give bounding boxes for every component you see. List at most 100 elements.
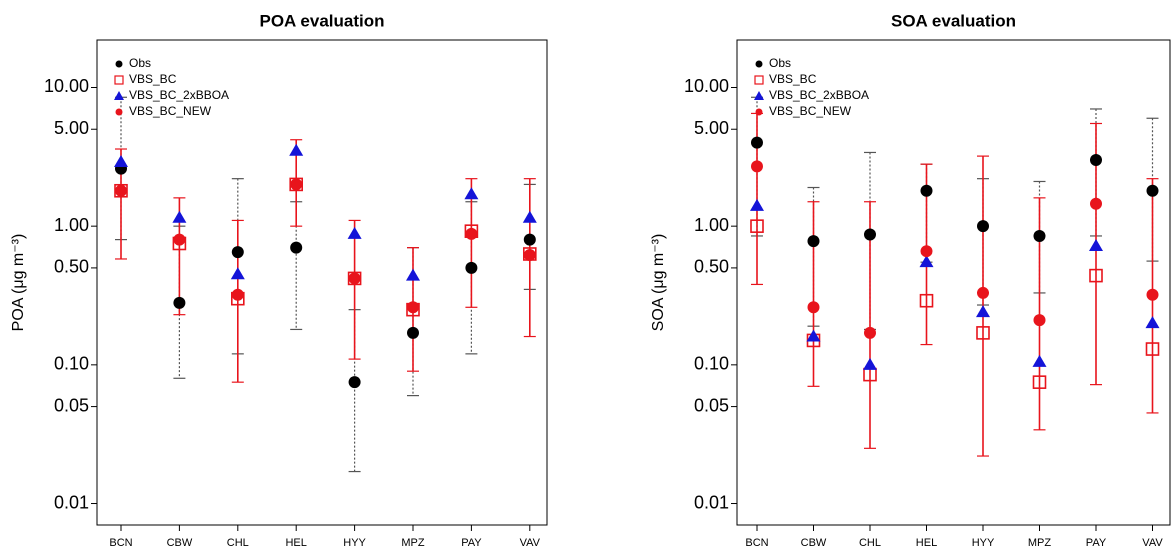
x-tick-label: MPZ: [1028, 537, 1052, 549]
y-tick-label: 0.50: [694, 257, 729, 277]
model-square: [919, 293, 934, 308]
obs-point: [920, 184, 933, 197]
x-tick-label: BCN: [745, 537, 768, 549]
model-triangle: [1089, 238, 1103, 251]
model-point: [523, 248, 536, 261]
model-point: [1033, 314, 1046, 327]
y-tick-label: 0.01: [54, 492, 89, 512]
model-point: [290, 178, 303, 191]
obs-point: [465, 261, 478, 274]
model-triangle: [863, 357, 877, 370]
obs-point: [231, 246, 244, 259]
model-triangle: [1145, 316, 1160, 329]
y-tick-label: 5.00: [694, 118, 729, 138]
y-tick-label: 0.05: [54, 395, 89, 415]
y-tick-label: 10.00: [684, 76, 729, 96]
model-triangle: [750, 198, 764, 211]
obs-point: [751, 136, 763, 149]
y-tick-label: 0.01: [694, 492, 729, 512]
x-tick-label: PAY: [461, 537, 482, 549]
legend-label: VBS_BC_NEW: [129, 104, 212, 118]
model-triangle: [230, 267, 245, 280]
obs-point: [1146, 184, 1159, 197]
model-triangle: [114, 155, 128, 168]
x-tick-label: PAY: [1086, 537, 1107, 549]
y-axis-label: POA (μg m⁻³): [10, 234, 27, 332]
model-point: [348, 272, 361, 285]
model-triangle: [464, 187, 479, 200]
legend-marker: [754, 75, 764, 85]
model-triangle: [289, 143, 304, 156]
legend-marker: [114, 75, 124, 85]
y-axis-label: SOA (μg m⁻³): [650, 234, 667, 332]
model-point: [751, 160, 763, 173]
x-tick-label: HYY: [343, 537, 366, 549]
model-point: [807, 301, 820, 314]
y-tick-label: 1.00: [694, 215, 729, 235]
y-tick-label: 0.10: [54, 354, 89, 374]
legend-label: Obs: [769, 56, 791, 70]
x-tick-label: HYY: [972, 537, 995, 549]
model-triangle: [406, 268, 420, 281]
model-point: [1146, 288, 1159, 301]
legend-label: VBS_BC: [129, 72, 177, 86]
model-triangle: [347, 226, 362, 239]
legend-marker: [754, 91, 764, 100]
model-triangle: [1032, 354, 1047, 367]
model-point: [115, 184, 127, 197]
y-tick-label: 10.00: [44, 76, 89, 96]
model-triangle: [806, 329, 821, 342]
model-triangle: [919, 255, 934, 268]
obs-point: [1033, 229, 1046, 242]
model-triangle: [522, 210, 537, 223]
model-point: [1090, 197, 1102, 210]
model-point: [407, 301, 419, 314]
model-square: [1032, 375, 1047, 389]
model-square: [1145, 342, 1160, 356]
obs-point: [173, 296, 186, 309]
x-tick-label: CHL: [227, 537, 249, 549]
y-tick-label: 5.00: [54, 118, 89, 138]
model-point: [977, 286, 989, 299]
x-tick-label: VAV: [1142, 537, 1163, 549]
model-square: [1089, 268, 1103, 283]
model-square: [750, 219, 764, 233]
obs-point: [348, 376, 361, 389]
x-tick-label: CBW: [801, 537, 827, 549]
obs-point: [290, 241, 303, 254]
legend-marker: [114, 91, 124, 100]
model-point: [173, 233, 186, 246]
legend-marker: [755, 108, 763, 116]
obs-point: [864, 228, 876, 241]
x-tick-label: MPZ: [401, 537, 425, 549]
legend-marker: [755, 60, 763, 68]
legend-marker: [115, 108, 123, 116]
chart-title: POA evaluation: [259, 11, 384, 30]
obs-point: [1090, 153, 1102, 166]
legend-label: VBS_BC_2xBBOA: [129, 88, 229, 102]
obs-point: [977, 220, 989, 233]
y-tick-label: 1.00: [54, 215, 89, 235]
plot-frame: [736, 39, 1171, 526]
model-triangle: [172, 210, 187, 223]
x-tick-label: BCN: [109, 537, 132, 549]
y-tick-label: 0.10: [694, 354, 729, 374]
plot-frame: [96, 39, 548, 526]
x-tick-label: HEL: [916, 537, 937, 549]
legend-label: VBS_BC_NEW: [769, 104, 852, 118]
y-tick-label: 0.05: [694, 395, 729, 415]
model-triangle: [976, 305, 990, 318]
obs-point: [523, 233, 536, 246]
x-tick-label: CBW: [167, 537, 193, 549]
model-point: [465, 227, 478, 240]
x-tick-label: HEL: [285, 537, 306, 549]
model-point: [864, 326, 876, 339]
x-tick-label: VAV: [520, 537, 541, 549]
chart-title: SOA evaluation: [891, 11, 1016, 30]
model-square: [976, 326, 990, 340]
x-tick-label: CHL: [859, 537, 881, 549]
legend-label: Obs: [129, 56, 151, 70]
legend-label: VBS_BC: [769, 72, 817, 86]
